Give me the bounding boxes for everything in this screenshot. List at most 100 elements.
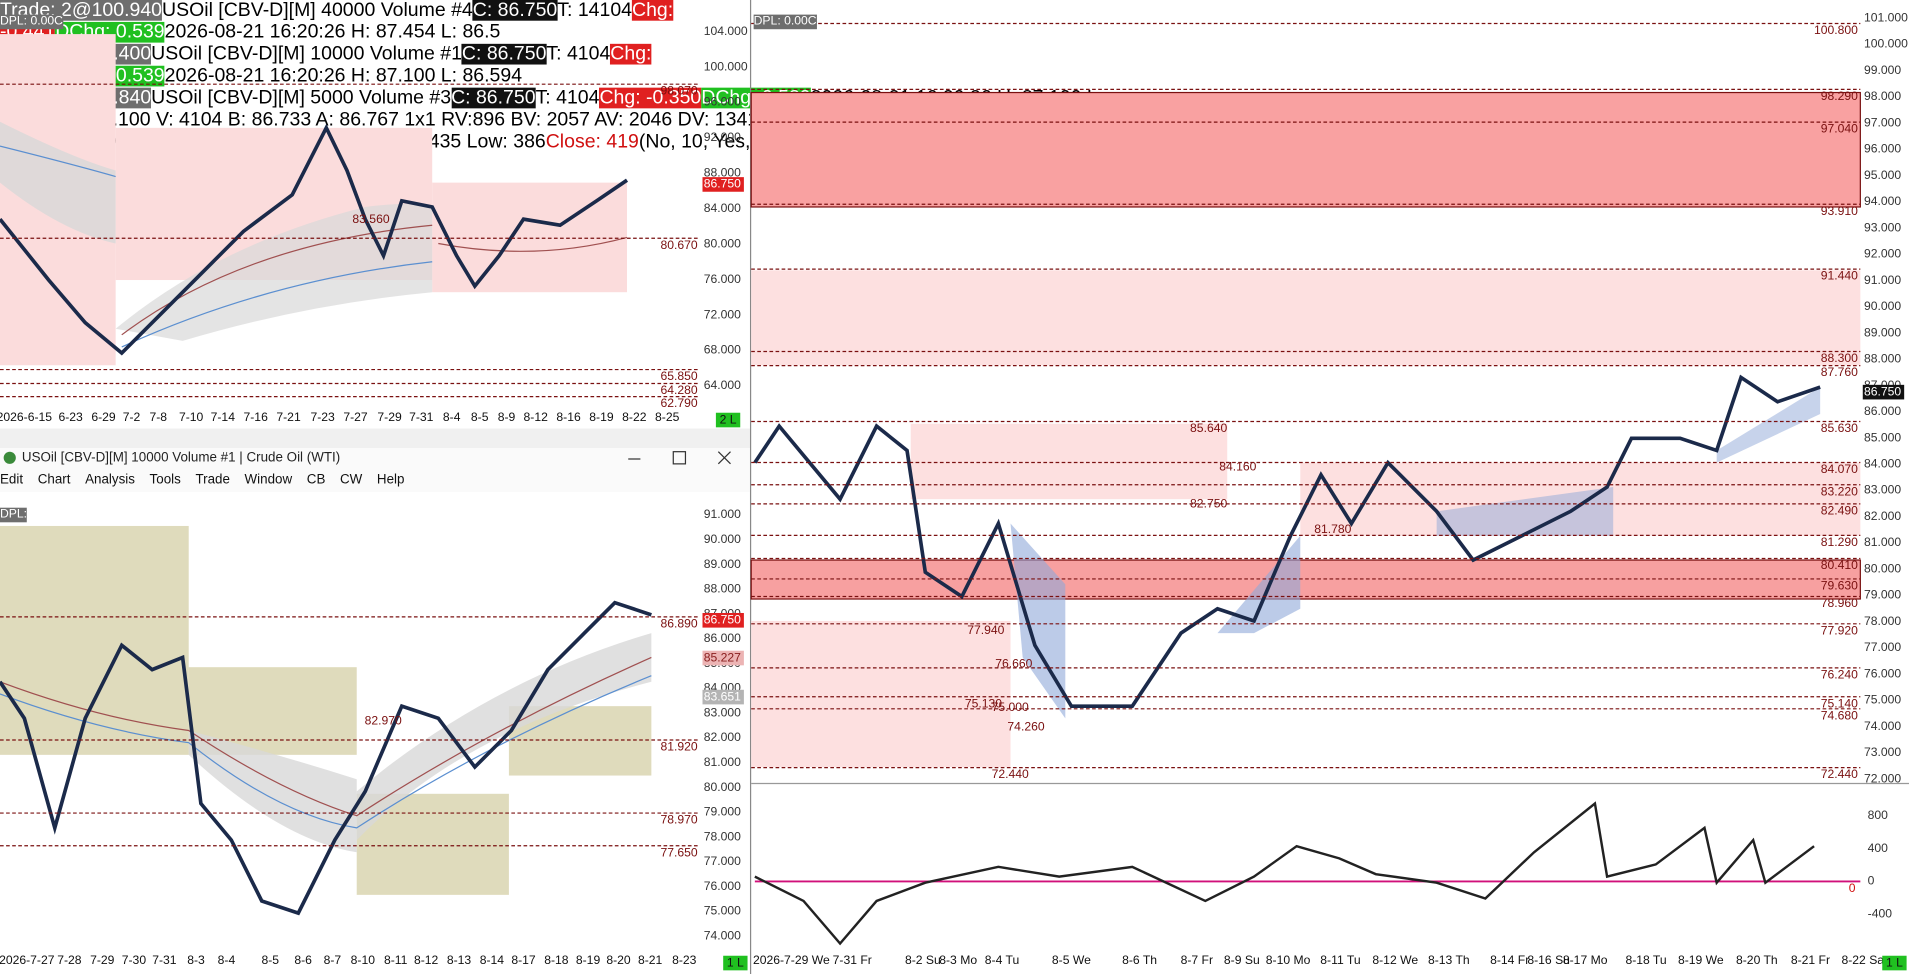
date-label: 8-19 [576, 953, 601, 967]
price-axis-label: 81.000 [1864, 535, 1901, 549]
price-axis-label: 98.000 [1864, 89, 1901, 103]
chart-subheader: DPL: 0.00C [753, 14, 817, 30]
price-tag [702, 650, 744, 666]
level-label: 77.650 [660, 845, 697, 859]
price-axis-label: 80.000 [1864, 561, 1901, 575]
date-label: 8-9 Su [1224, 953, 1260, 967]
price-axis-label: 88.000 [704, 582, 741, 596]
maximize-button[interactable] [672, 451, 687, 465]
average-line [0, 675, 652, 829]
level-label: 75.140 [1821, 696, 1858, 710]
chart-header: Trade: 2@100.940USOil [CBV-D][M] 40000 V… [0, 0, 700, 44]
zero-label: 0 [1849, 881, 1856, 895]
menu-item[interactable]: Trade [195, 472, 230, 487]
level-label: 81.920 [660, 739, 697, 753]
price-axis-label: 86.000 [704, 631, 741, 645]
menu-item[interactable]: Edit [0, 472, 24, 487]
level-label: 80.410 [1821, 558, 1858, 572]
price-axis-label: 90.000 [704, 532, 741, 546]
level-label: 88.300 [1821, 351, 1858, 365]
date-label: 8-6 [294, 953, 312, 967]
window-chrome [0, 448, 750, 492]
zone [751, 620, 1011, 768]
level-label: 82.970 [365, 713, 402, 727]
level-label: 72.440 [1821, 767, 1858, 781]
menu-item[interactable]: Analysis [85, 472, 135, 487]
header-field: T: 4104 [535, 87, 600, 109]
price-axis-label: 78.000 [704, 829, 741, 843]
date-label: 8-4 Tu [985, 953, 1019, 967]
menu-item[interactable]: CW [340, 472, 363, 487]
menu-item[interactable]: Chart [37, 472, 71, 487]
level-label: 77.920 [1821, 623, 1858, 637]
corner-badge [1882, 955, 1907, 971]
close-button[interactable] [717, 451, 731, 465]
date-label: 7-27 [343, 410, 368, 424]
date-label: 8-11 [384, 953, 408, 967]
level-label: 97.040 [1821, 122, 1858, 136]
date-label: 8-5 We [1052, 953, 1091, 967]
date-label: 7-10 [179, 410, 204, 424]
date-label: 8-23 [672, 953, 697, 967]
price-tag-label: 86.750 [704, 177, 741, 191]
level-label: 77.940 [967, 623, 1004, 637]
date-label: 8-3 Mo [939, 953, 977, 967]
price-axis-label: 76.000 [1864, 666, 1901, 680]
price-axis-label: 83.000 [704, 705, 741, 719]
price-tag-label: 86.750 [1864, 384, 1901, 398]
date-label: 2026-7-27 [0, 953, 55, 967]
menu-item[interactable]: Window [244, 472, 293, 487]
price-axis-label: 92.000 [1864, 247, 1901, 261]
price-axis-label: 84.000 [704, 201, 741, 215]
date-label: 8-10 Mo [1266, 953, 1311, 967]
level-label: 74.260 [1007, 719, 1044, 733]
price-axis-label: 84.000 [1864, 457, 1901, 471]
level-label: 72.440 [992, 767, 1029, 781]
date-label: 8-19 [589, 410, 614, 424]
price-axis-label: 91.000 [1864, 273, 1901, 287]
price-axis-label: 89.000 [704, 557, 741, 571]
corner-badge [723, 955, 748, 971]
chart-subheader: DPL: 0.00C [0, 14, 63, 30]
level-label: 85.640 [1190, 421, 1227, 435]
date-label: 8-16 Su [1527, 953, 1570, 967]
price-axis-label: 82.000 [1864, 509, 1901, 523]
header-field: T: 14104 [557, 0, 632, 21]
menu-bar: Edit Chart Analysis Tools Trade Window CB CW Hel… [0, 472, 404, 487]
header-field: USOil [CBV-D][M] 40000 Volume #4 [162, 0, 473, 21]
date-label: 6-29 [91, 410, 116, 424]
date-label: 8-9 [498, 410, 516, 424]
delta-axis-label: 400 [1868, 841, 1889, 855]
level-label: 79.630 [1821, 578, 1858, 592]
menu-item[interactable]: CB [306, 472, 326, 487]
price-tag [1862, 384, 1905, 400]
level-label: 81.290 [1821, 535, 1858, 549]
level-label: 76.240 [1821, 667, 1858, 681]
price-axis-label: 80.000 [704, 236, 741, 250]
date-label: 7-8 [149, 410, 167, 424]
level-label: 100.800 [1814, 23, 1858, 37]
band [1436, 487, 1614, 536]
price-tag-label: 85.227 [704, 650, 741, 664]
price-axis-label: 86.000 [1864, 404, 1901, 418]
menu-item[interactable]: Help [376, 472, 405, 487]
level-label: 87.760 [1821, 365, 1858, 379]
header-field: 2026-08-21 16:20:26 H: 87.100 L: 86.594 [164, 65, 523, 87]
price-tag [702, 177, 744, 192]
price-axis-label: 77.000 [1864, 640, 1901, 654]
price-axis-label: 75.000 [704, 904, 741, 918]
level-label: 82.490 [1821, 503, 1858, 517]
price-axis-label: 99.000 [1864, 63, 1901, 77]
price-axis-label: 79.000 [704, 805, 741, 819]
price-axis-label: 100.000 [1864, 37, 1908, 51]
price-axis-label: 68.000 [704, 343, 741, 357]
date-label: 7-21 [276, 410, 301, 424]
date-label: 8-12 [414, 953, 439, 967]
menu-item[interactable]: Tools [149, 472, 181, 487]
date-label: 8-12 [524, 410, 549, 424]
date-label: 7-14 [211, 410, 236, 424]
level-label: 76.660 [995, 656, 1032, 670]
date-label: 8-11 Tu [1320, 953, 1360, 967]
corner-label: 2 L [720, 412, 737, 426]
